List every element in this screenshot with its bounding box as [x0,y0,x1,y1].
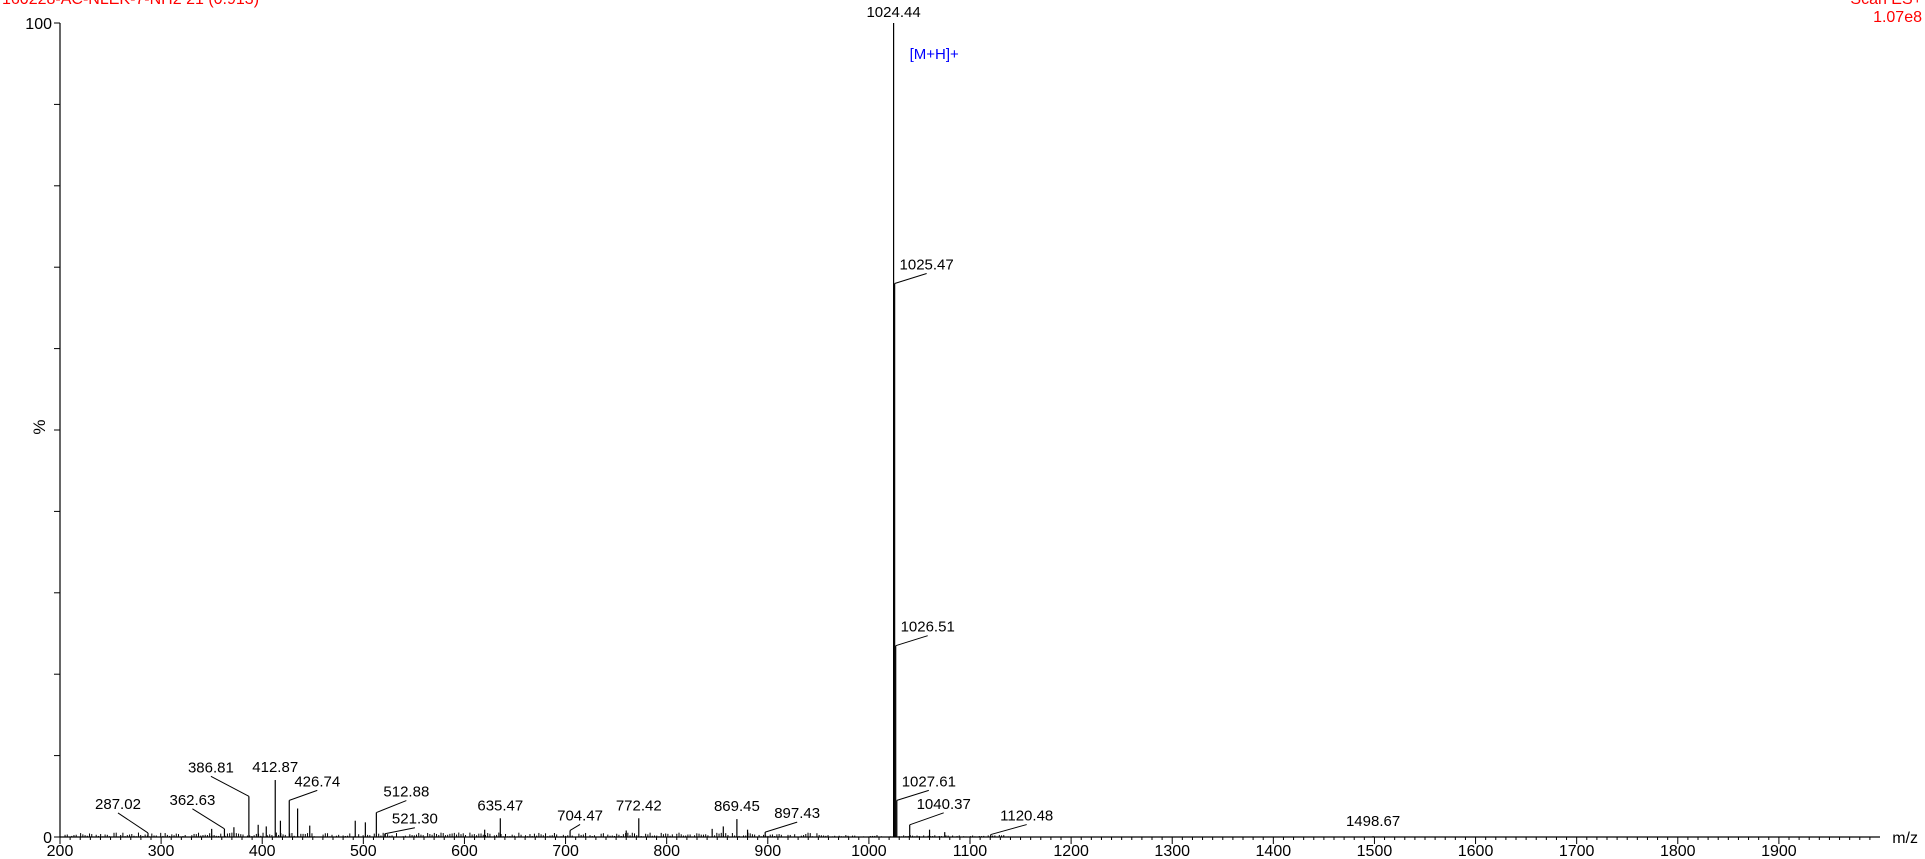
peak-leader-line [894,273,927,284]
peak-label: 362.63 [169,792,215,809]
x-tick-label: 500 [350,843,377,859]
x-tick-label: 800 [653,843,680,859]
peak-leader-line [210,775,250,797]
peak-label: 897.43 [774,805,820,822]
y-tick-label: 0 [43,830,52,847]
x-tick-label: 1800 [1660,843,1696,859]
x-tick-label: 700 [552,843,579,859]
x-tick-label: 1200 [1053,843,1089,859]
peak-label: 869.45 [714,798,760,815]
peak-label: 386.81 [188,759,234,776]
peak-label: 1025.47 [900,256,954,273]
x-tick-label: 1900 [1761,843,1797,859]
x-tick-label: 300 [148,843,175,859]
x-tick-label: 1500 [1357,843,1393,859]
x-tick-label: 1600 [1458,843,1494,859]
peak-leader-line [384,827,415,835]
peak-leader-line [895,635,928,647]
peak-label: 704.47 [557,807,603,824]
x-axis-ticks: 200 300 400 500 600 700 800 900 1000 1100 1200 1300… [47,837,1871,859]
x-tick-label: 1700 [1559,843,1595,859]
peak-label: 1024.44 [866,4,920,21]
peak-label: 1498.67 [1346,813,1400,830]
intensity-label: 1.07e8 [1873,9,1922,26]
scan-mode-label: Scan ES+ [1850,0,1922,8]
peak-leader-line [896,789,929,801]
x-tick-label: 1100 [953,843,988,859]
peak-leader-line [909,812,944,826]
x-tick-label: 1400 [1256,843,1292,859]
x-tick-label: 400 [249,843,276,859]
minor-peaks [211,808,946,837]
peak-label: 635.47 [477,797,523,814]
peak-label: 772.42 [616,797,662,814]
x-axis-label: m/z [1892,830,1918,847]
peak-label: 426.74 [294,773,340,790]
peak-label: 1026.51 [901,619,955,636]
x-tick-label: 200 [47,843,74,859]
peak-label: 412.87 [252,759,298,776]
x-tick-label: 600 [451,843,478,859]
peak-label: 287.02 [95,796,141,813]
peak-leader-line [765,821,798,833]
peak-leader-line [289,789,318,801]
y-tick-label: 100 [25,16,52,33]
peak-label: 521.30 [392,811,438,828]
x-tick-label: 1000 [851,843,887,859]
peak-label: 1120.48 [1000,808,1053,825]
peak-leader-line [192,808,225,830]
peak-leader-line [376,800,407,814]
baseline-noise [64,832,1009,837]
peak-annotations: [M+H]+ [910,46,959,63]
x-tick-label: 1300 [1154,843,1190,859]
peak-label: 512.88 [383,784,429,801]
y-axis-label: % [30,419,49,434]
peak-label: 1040.37 [917,796,971,813]
y-axis-ticks: 0 100 [25,16,60,847]
sample-name-label: 160228-AC-NLEK-7-NH2 21 (0.913) [2,0,259,8]
peak-leader-line [117,812,149,834]
x-tick-label: 900 [754,843,781,859]
molecular-ion-annotation: [M+H]+ [910,46,959,63]
peak-leader-line [990,824,1027,836]
peak-label: 1027.61 [902,773,956,790]
peak-leader-line [569,824,581,831]
